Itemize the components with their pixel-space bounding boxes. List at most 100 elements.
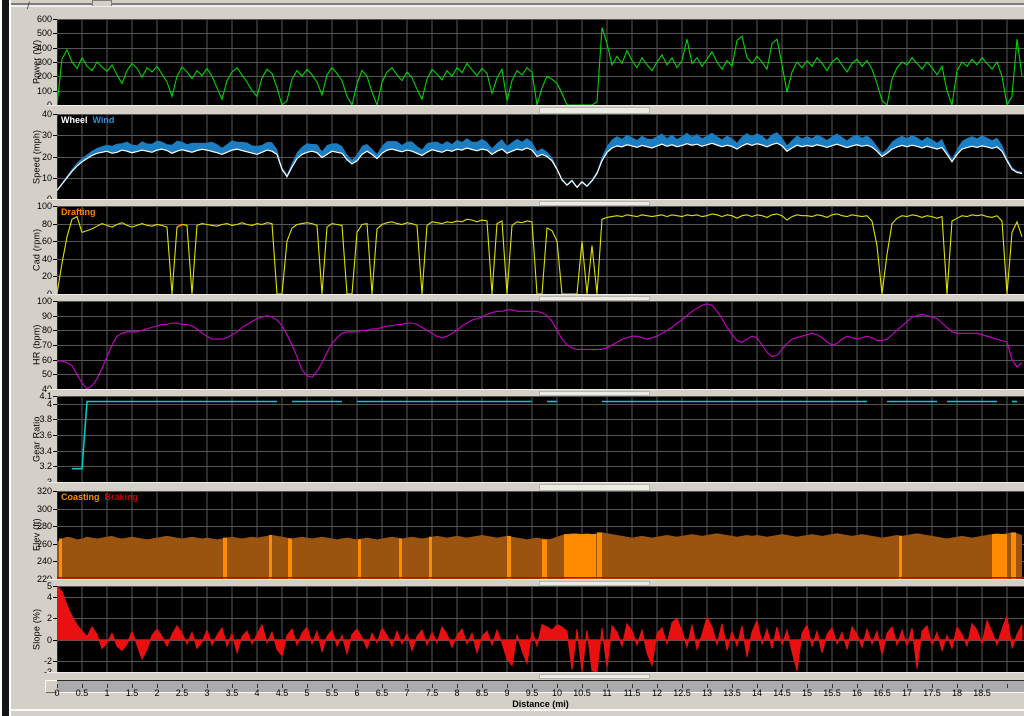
y-tick-label: 0 bbox=[46, 635, 52, 645]
elevation-chart: Elev (ft) 220 240 260 280 300 320 Coasting Bra… bbox=[0, 486, 1024, 584]
legend-coasting: Coasting bbox=[61, 492, 100, 502]
x-tick-label: 6.5 bbox=[375, 688, 389, 698]
x-tick-label: 8 bbox=[454, 688, 460, 698]
y-tick-label: 40 bbox=[0, 384, 52, 394]
y-tick-mark bbox=[53, 526, 57, 527]
x-tick-label: 3 bbox=[204, 688, 210, 698]
x-tick-label: 15.5 bbox=[823, 688, 841, 698]
x-tick-mark bbox=[782, 684, 783, 688]
x-tick-mark bbox=[82, 684, 83, 688]
y-tick-label: 60 bbox=[41, 355, 52, 365]
x-tick-mark bbox=[207, 684, 208, 688]
y-tick-label: 2 bbox=[46, 613, 52, 623]
elevation-plot[interactable] bbox=[57, 491, 1024, 579]
x-tick-label: 0 bbox=[54, 688, 60, 698]
y-tick-mark bbox=[53, 276, 57, 277]
y-tick-label: 70 bbox=[41, 340, 52, 350]
x-tick-mark bbox=[407, 684, 408, 688]
hr-chart: HR (bpm) 405060708090100 bbox=[0, 296, 1024, 394]
chart-separator bbox=[47, 389, 1024, 397]
x-tick-label: 16 bbox=[851, 688, 863, 698]
y-tick-label: -2 bbox=[43, 656, 52, 666]
y-tick-label: 80 bbox=[41, 325, 52, 335]
y-tick-mark bbox=[53, 241, 57, 242]
gear-plot[interactable] bbox=[57, 396, 1024, 482]
top-border-highlight bbox=[11, 5, 1024, 7]
y-tick-label: 4.1 bbox=[39, 391, 52, 401]
y-tick-label: 260 bbox=[36, 539, 52, 549]
y-tick-mark bbox=[53, 91, 57, 92]
y-tick-label: 10 bbox=[41, 173, 52, 183]
y-tick-mark bbox=[53, 509, 57, 510]
x-tick-mark bbox=[257, 684, 258, 688]
y-tick-mark bbox=[53, 301, 57, 302]
x-tick-label: 14.5 bbox=[773, 688, 791, 698]
x-tick-mark bbox=[757, 684, 758, 688]
y-tick-mark bbox=[53, 316, 57, 317]
y-tick-label: 20 bbox=[41, 271, 52, 281]
x-tick-label: 13.5 bbox=[723, 688, 741, 698]
x-tick-label: 3.5 bbox=[225, 688, 239, 698]
x-tick-mark bbox=[632, 684, 633, 688]
y-tick-mark bbox=[53, 396, 57, 397]
top-tab[interactable] bbox=[92, 0, 112, 6]
slope-plot[interactable] bbox=[57, 586, 1024, 672]
chart-separator bbox=[47, 482, 1024, 492]
x-tick-mark bbox=[507, 684, 508, 688]
y-tick-mark bbox=[53, 435, 57, 436]
y-tick-label: 100 bbox=[36, 201, 52, 211]
interval-marker bbox=[539, 201, 650, 206]
x-tick-mark bbox=[132, 684, 133, 688]
x-tick-mark bbox=[482, 684, 483, 688]
cadence-plot[interactable] bbox=[57, 206, 1024, 294]
x-tick-label: 5 bbox=[304, 688, 310, 698]
x-tick-mark bbox=[732, 684, 733, 688]
speed-plot[interactable] bbox=[57, 114, 1024, 199]
x-tick-label: 0.5 bbox=[75, 688, 89, 698]
horizontal-scrollbar[interactable] bbox=[57, 680, 1024, 693]
y-tick-label: 200 bbox=[36, 71, 52, 81]
y-tick-mark bbox=[53, 62, 57, 63]
x-tick-label: 18.5 bbox=[973, 688, 991, 698]
x-tick-mark bbox=[57, 684, 58, 688]
legend-drafting: Drafting bbox=[61, 207, 96, 217]
x-tick-mark bbox=[232, 684, 233, 688]
x-tick-mark bbox=[557, 684, 558, 688]
chart-separator bbox=[47, 294, 1024, 302]
x-tick-label: 9 bbox=[504, 688, 510, 698]
y-tick-mark bbox=[53, 259, 57, 260]
x-tick-mark bbox=[332, 684, 333, 688]
y-tick-mark bbox=[53, 466, 57, 467]
y-tick-label: 600 bbox=[36, 14, 52, 24]
y-tick-label: -3 bbox=[0, 667, 52, 677]
chart-separator bbox=[47, 579, 1024, 587]
interval-marker bbox=[539, 296, 650, 301]
cadence-legend: Drafting bbox=[61, 207, 101, 217]
power-plot[interactable] bbox=[57, 19, 1024, 105]
y-tick-label: 500 bbox=[36, 28, 52, 38]
resize-glyph: / bbox=[27, 1, 30, 12]
x-tick-mark bbox=[282, 684, 283, 688]
x-tick-label: 14 bbox=[751, 688, 763, 698]
x-tick-label: 1.5 bbox=[125, 688, 139, 698]
y-tick-mark bbox=[53, 661, 57, 662]
y-tick-label: 5 bbox=[46, 581, 52, 591]
legend-wheel: Wheel bbox=[61, 115, 88, 125]
y-tick-mark bbox=[53, 48, 57, 49]
y-tick-mark bbox=[53, 544, 57, 545]
x-tick-mark bbox=[157, 684, 158, 688]
x-tick-mark bbox=[682, 684, 683, 688]
x-tick-label: 6 bbox=[354, 688, 360, 698]
x-tick-mark bbox=[882, 684, 883, 688]
x-tick-mark bbox=[182, 684, 183, 688]
top-border bbox=[11, 3, 1024, 5]
elevation-legend: Coasting Braking bbox=[61, 492, 143, 502]
y-tick-mark bbox=[53, 561, 57, 562]
interval-marker bbox=[539, 107, 650, 114]
hr-plot[interactable] bbox=[57, 301, 1024, 389]
y-tick-label: 30 bbox=[41, 130, 52, 140]
x-tick-label: 2.5 bbox=[175, 688, 189, 698]
x-tick-mark bbox=[357, 684, 358, 688]
